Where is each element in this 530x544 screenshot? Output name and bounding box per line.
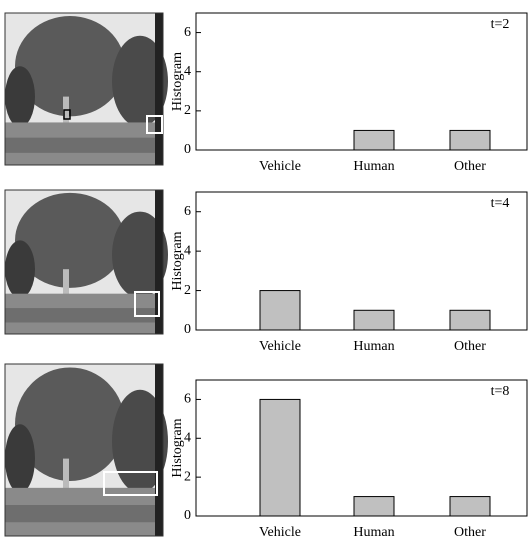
plot-frame <box>195 191 528 331</box>
y-axis-label: Histogram <box>170 52 185 111</box>
bar <box>449 129 491 151</box>
y-tick-label: 0 <box>184 508 191 523</box>
photo-frame <box>4 12 164 166</box>
y-axis-label: Histogram <box>170 418 185 477</box>
y-tick-label: 6 <box>184 204 191 219</box>
tree-canopy <box>15 192 125 288</box>
road <box>5 505 163 523</box>
x-tick-label: Human <box>353 525 394 540</box>
x-tick-label: Vehicle <box>259 525 301 540</box>
bar <box>259 398 301 517</box>
y-tick-label: 6 <box>184 392 191 407</box>
y-tick-label: 4 <box>184 431 191 446</box>
tree-trunk <box>63 269 69 298</box>
scene-photo <box>4 12 168 166</box>
x-tick-label: Human <box>353 339 394 354</box>
time-annotation: t=8 <box>491 384 510 399</box>
x-tick-label: Other <box>454 525 486 540</box>
tree-canopy <box>5 240 35 298</box>
y-tick-label: 2 <box>184 283 191 298</box>
bar <box>449 496 491 517</box>
bar <box>259 290 301 331</box>
histogram-chart: 0 2 4 6 Histogram t=4 Vehicle Human Other <box>170 191 528 354</box>
bar <box>353 496 395 517</box>
y-tick-label: 4 <box>184 243 191 258</box>
scene-photo <box>4 363 168 537</box>
x-tick-label: Vehicle <box>259 339 301 354</box>
tree-canopy <box>112 389 168 493</box>
x-tick-label: Other <box>454 339 486 354</box>
scene-photo <box>4 189 168 335</box>
y-tick-label: 6 <box>184 25 191 40</box>
tree-canopy <box>5 424 35 493</box>
photo-edge <box>155 190 163 334</box>
histogram-chart: 0 2 4 6 Histogram t=8 Vehicle Human Other <box>170 379 528 540</box>
time-annotation: t=4 <box>491 196 510 211</box>
tree-canopy <box>5 66 35 127</box>
tracking-box <box>103 471 158 496</box>
photo-edge <box>155 364 163 536</box>
bar <box>449 309 491 331</box>
road <box>5 137 163 153</box>
tree-canopy <box>15 367 125 481</box>
photo-frame <box>4 189 164 335</box>
road <box>5 308 163 323</box>
tracking-box <box>63 109 71 120</box>
tree-canopy <box>112 35 168 127</box>
y-tick-label: 0 <box>184 142 191 157</box>
bar <box>353 309 395 331</box>
plot-frame <box>195 379 528 517</box>
plot-frame <box>195 12 528 151</box>
x-tick-label: Human <box>353 159 394 174</box>
tracking-box <box>146 115 163 134</box>
x-tick-label: Other <box>454 159 486 174</box>
photo-edge <box>155 13 163 165</box>
y-tick-label: 4 <box>184 64 191 79</box>
tree-trunk <box>63 458 69 493</box>
tree-trunk <box>63 96 69 127</box>
tracking-box <box>134 291 160 317</box>
y-tick-label: 0 <box>184 322 191 337</box>
tree-canopy <box>112 211 168 298</box>
y-tick-label: 2 <box>184 103 191 118</box>
photo-frame <box>4 363 164 537</box>
bar <box>353 129 395 151</box>
x-tick-label: Vehicle <box>259 159 301 174</box>
y-tick-label: 2 <box>184 469 191 484</box>
tree-canopy <box>15 16 125 117</box>
histogram-chart: 0 2 4 6 Histogram t=2 Vehicle Human Other <box>170 12 528 174</box>
time-annotation: t=2 <box>491 17 510 32</box>
y-axis-label: Histogram <box>170 231 185 290</box>
